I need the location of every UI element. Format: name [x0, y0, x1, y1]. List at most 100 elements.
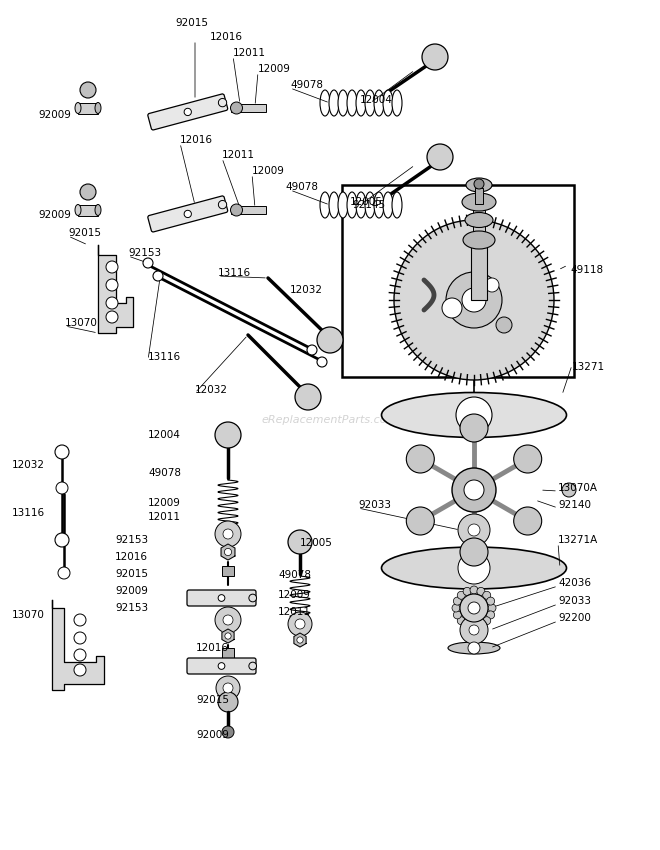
Circle shape: [407, 507, 434, 535]
Circle shape: [55, 533, 69, 547]
Circle shape: [477, 587, 485, 595]
Circle shape: [288, 612, 312, 636]
Ellipse shape: [95, 103, 101, 114]
Polygon shape: [221, 544, 235, 560]
Text: 92015: 92015: [175, 18, 208, 28]
Circle shape: [223, 683, 233, 693]
Circle shape: [184, 108, 191, 116]
Circle shape: [452, 468, 496, 512]
Circle shape: [249, 662, 257, 670]
Ellipse shape: [374, 90, 384, 116]
FancyBboxPatch shape: [148, 94, 228, 130]
Ellipse shape: [320, 90, 330, 116]
Circle shape: [482, 592, 491, 599]
Circle shape: [460, 594, 488, 622]
Text: 92015: 92015: [68, 228, 101, 238]
Text: 12016: 12016: [180, 135, 213, 145]
Circle shape: [442, 298, 462, 318]
Bar: [222, 566, 234, 576]
Ellipse shape: [347, 192, 357, 218]
Circle shape: [458, 552, 490, 584]
Circle shape: [56, 482, 68, 494]
Ellipse shape: [356, 192, 366, 218]
FancyBboxPatch shape: [148, 196, 228, 232]
Circle shape: [143, 258, 153, 268]
Text: 92015: 92015: [115, 569, 148, 579]
Circle shape: [456, 397, 492, 433]
Circle shape: [218, 663, 225, 669]
Text: 12011: 12011: [222, 150, 255, 160]
Circle shape: [80, 82, 96, 98]
Circle shape: [153, 271, 163, 281]
Text: 12016: 12016: [196, 643, 229, 653]
Text: 49118: 49118: [570, 265, 603, 275]
Circle shape: [223, 615, 233, 625]
Ellipse shape: [381, 547, 566, 589]
Bar: [222, 648, 234, 658]
Circle shape: [468, 642, 480, 654]
Text: 13070A: 13070A: [558, 483, 598, 493]
Circle shape: [249, 594, 257, 602]
Circle shape: [230, 102, 242, 114]
Polygon shape: [294, 633, 306, 647]
Circle shape: [462, 288, 486, 312]
Text: eReplacementParts.com: eReplacementParts.com: [262, 415, 398, 425]
Circle shape: [215, 521, 241, 547]
Text: 12011: 12011: [233, 48, 266, 58]
Circle shape: [317, 357, 327, 367]
Ellipse shape: [95, 205, 101, 216]
Circle shape: [486, 611, 494, 619]
Text: 12009: 12009: [278, 590, 311, 600]
Bar: [230, 206, 265, 214]
Ellipse shape: [374, 192, 384, 218]
Ellipse shape: [329, 192, 339, 218]
Circle shape: [457, 617, 465, 625]
Circle shape: [513, 507, 542, 535]
Circle shape: [74, 649, 86, 661]
Text: 12009: 12009: [252, 166, 285, 176]
Circle shape: [223, 529, 233, 539]
Text: 12004: 12004: [360, 95, 393, 105]
Text: 92009: 92009: [115, 586, 148, 596]
Text: 12032: 12032: [290, 285, 323, 295]
Circle shape: [468, 524, 480, 536]
Text: 92200: 92200: [558, 613, 591, 623]
Ellipse shape: [75, 205, 81, 216]
Ellipse shape: [383, 90, 393, 116]
Polygon shape: [222, 629, 234, 643]
Text: 92033: 92033: [558, 596, 591, 606]
Text: 12011: 12011: [278, 607, 311, 617]
Circle shape: [457, 592, 465, 599]
Ellipse shape: [338, 192, 348, 218]
Circle shape: [74, 664, 86, 676]
Ellipse shape: [383, 192, 393, 218]
Ellipse shape: [392, 90, 402, 116]
Circle shape: [74, 614, 86, 626]
Bar: [342, 185, 574, 377]
Text: 13070: 13070: [65, 318, 98, 328]
Circle shape: [469, 625, 479, 635]
Circle shape: [464, 480, 484, 500]
Text: 49078: 49078: [148, 468, 181, 478]
Text: 92153: 92153: [115, 603, 148, 613]
Ellipse shape: [329, 90, 339, 116]
Ellipse shape: [347, 90, 357, 116]
Circle shape: [470, 586, 478, 594]
Circle shape: [295, 384, 321, 410]
Circle shape: [225, 633, 231, 639]
Circle shape: [458, 514, 490, 546]
Bar: [78, 103, 98, 114]
Text: 13271: 13271: [572, 362, 605, 372]
Circle shape: [230, 204, 242, 216]
Ellipse shape: [463, 231, 495, 249]
Text: 92009: 92009: [38, 110, 71, 120]
Circle shape: [106, 297, 118, 309]
Text: 12016: 12016: [115, 552, 148, 562]
Ellipse shape: [365, 90, 375, 116]
Circle shape: [453, 597, 461, 605]
Circle shape: [216, 676, 240, 700]
Text: 13116: 13116: [148, 352, 181, 362]
Circle shape: [394, 220, 554, 380]
Circle shape: [106, 311, 118, 323]
Circle shape: [288, 530, 312, 554]
